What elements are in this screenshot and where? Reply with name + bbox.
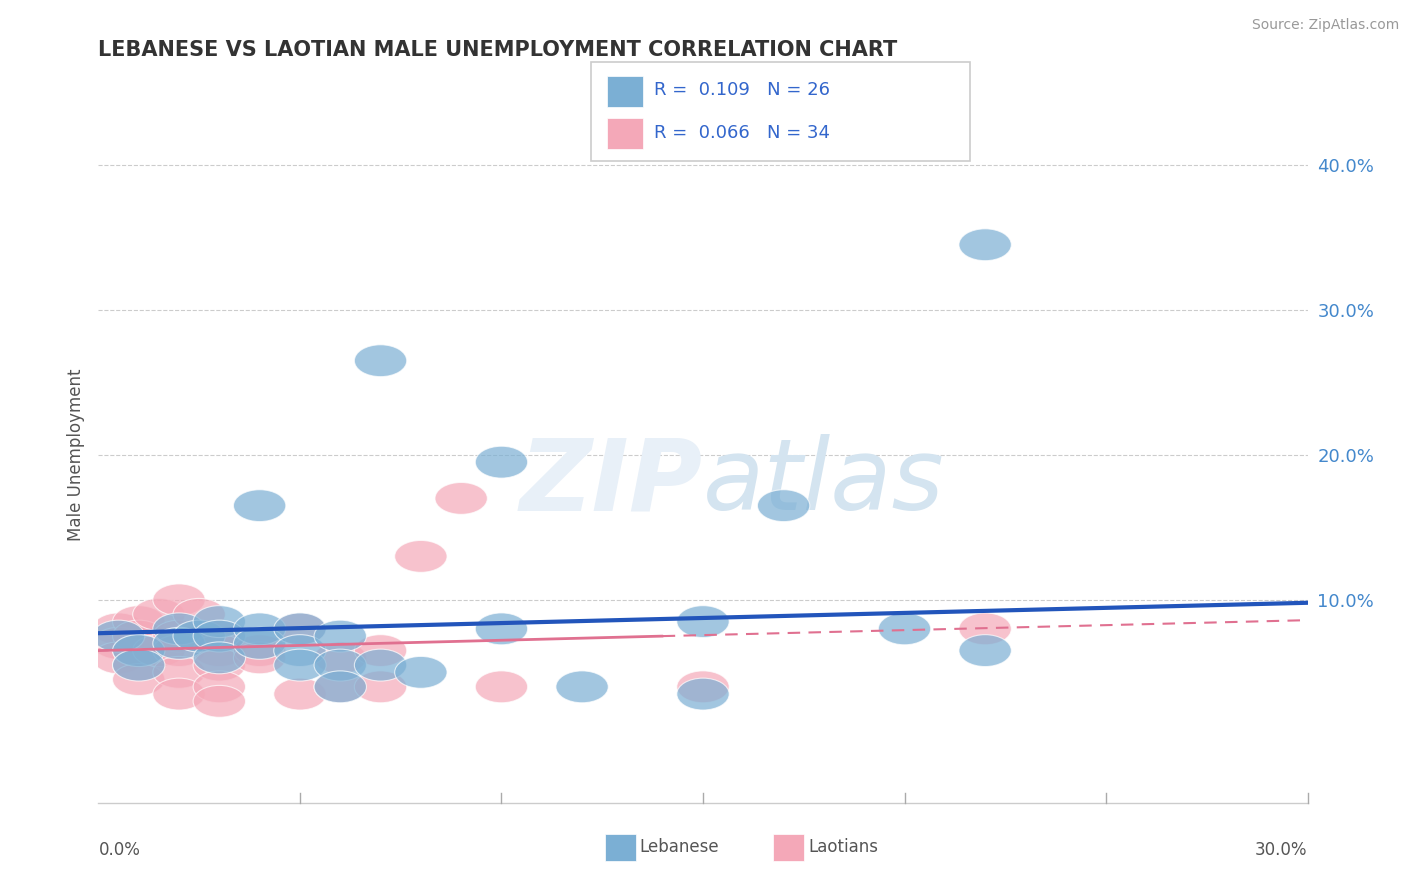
Text: 0.0%: 0.0% [98,841,141,859]
Text: ZIP: ZIP [520,434,703,532]
Ellipse shape [193,642,246,673]
Ellipse shape [314,642,367,673]
Ellipse shape [153,620,205,652]
Ellipse shape [233,490,285,522]
Ellipse shape [274,635,326,666]
Ellipse shape [193,685,246,717]
Ellipse shape [153,584,205,615]
Ellipse shape [193,620,246,652]
Text: LEBANESE VS LAOTIAN MALE UNEMPLOYMENT CORRELATION CHART: LEBANESE VS LAOTIAN MALE UNEMPLOYMENT CO… [98,40,897,60]
Ellipse shape [274,613,326,645]
Ellipse shape [879,613,931,645]
Ellipse shape [233,635,285,666]
Text: R =  0.109   N = 26: R = 0.109 N = 26 [654,81,830,99]
Ellipse shape [475,613,527,645]
Ellipse shape [434,483,488,515]
Ellipse shape [676,671,730,703]
Ellipse shape [555,671,609,703]
Ellipse shape [193,635,246,666]
Ellipse shape [173,599,225,631]
Ellipse shape [233,613,285,645]
Ellipse shape [959,613,1011,645]
Ellipse shape [112,620,165,652]
Ellipse shape [153,657,205,689]
Ellipse shape [395,541,447,573]
Text: Laotians: Laotians [808,838,879,856]
Ellipse shape [274,649,326,681]
Ellipse shape [314,671,367,703]
Ellipse shape [354,649,406,681]
Ellipse shape [153,627,205,659]
Y-axis label: Male Unemployment: Male Unemployment [66,368,84,541]
Ellipse shape [959,635,1011,666]
Text: atlas: atlas [703,434,945,532]
Ellipse shape [93,613,145,645]
Ellipse shape [758,490,810,522]
Ellipse shape [112,635,165,666]
Ellipse shape [676,606,730,638]
Ellipse shape [354,635,406,666]
Ellipse shape [193,606,246,638]
Ellipse shape [153,678,205,710]
Ellipse shape [193,620,246,652]
Ellipse shape [153,635,205,666]
Ellipse shape [274,678,326,710]
Ellipse shape [233,642,285,673]
Ellipse shape [475,446,527,478]
Text: R =  0.066   N = 34: R = 0.066 N = 34 [654,124,830,142]
Ellipse shape [112,635,165,666]
Ellipse shape [173,620,225,652]
Text: 30.0%: 30.0% [1256,841,1308,859]
Ellipse shape [112,664,165,696]
Ellipse shape [93,627,145,659]
Ellipse shape [132,635,186,666]
Ellipse shape [132,599,186,631]
Ellipse shape [112,649,165,681]
Ellipse shape [314,649,367,681]
Ellipse shape [233,627,285,659]
Text: Source: ZipAtlas.com: Source: ZipAtlas.com [1251,18,1399,32]
Ellipse shape [959,229,1011,260]
Ellipse shape [153,613,205,645]
Ellipse shape [314,620,367,652]
Ellipse shape [112,606,165,638]
Ellipse shape [475,671,527,703]
Ellipse shape [354,671,406,703]
Text: Lebanese: Lebanese [640,838,720,856]
Ellipse shape [193,671,246,703]
Ellipse shape [676,678,730,710]
Ellipse shape [112,649,165,681]
Ellipse shape [93,642,145,673]
Ellipse shape [274,613,326,645]
Ellipse shape [93,620,145,652]
Ellipse shape [395,657,447,689]
Ellipse shape [193,649,246,681]
Ellipse shape [314,671,367,703]
Ellipse shape [354,345,406,376]
